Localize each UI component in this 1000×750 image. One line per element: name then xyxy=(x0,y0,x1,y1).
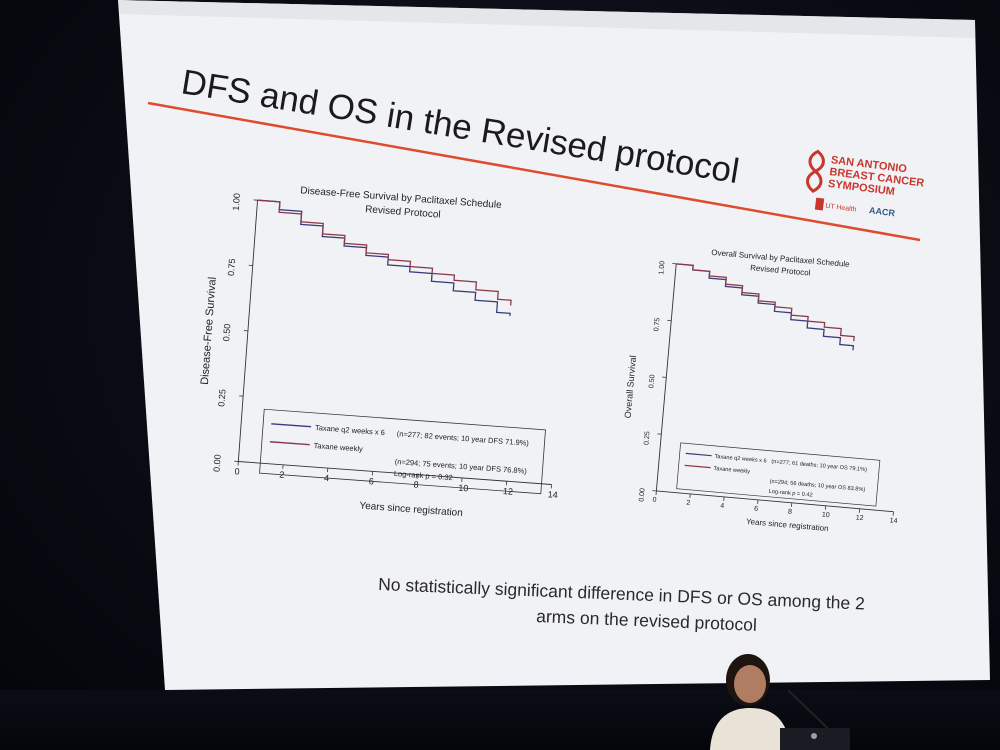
os-x-tick-label: 8 xyxy=(788,509,793,516)
os-y-tick-label: 0.75 xyxy=(653,317,661,331)
os-x-axis xyxy=(656,490,894,513)
dfs-x-tick-label: 14 xyxy=(547,489,558,500)
os-legend-entry-2: Taxane weekly xyxy=(713,466,750,475)
dfs-legend-entry-2: Taxane weekly xyxy=(313,441,363,454)
os-x-tick-label: 10 xyxy=(822,512,830,520)
sabcs-logo: SAN ANTONIO BREAST CANCER SYMPOSIUM UT H… xyxy=(806,149,925,218)
slide-surface xyxy=(118,0,990,690)
os-y-tick-label: 0.00 xyxy=(638,488,646,502)
dfs-series-2-line xyxy=(257,199,512,306)
podium-laptop xyxy=(780,690,850,750)
title-rule xyxy=(147,101,921,242)
dfs-y-tick-label: 1.00 xyxy=(231,193,242,211)
os-legend-entry-1: Taxane q2 weeks x 6 xyxy=(714,454,767,465)
speaker-silhouette xyxy=(710,654,790,750)
os-y-tick-label: 0.25 xyxy=(643,431,651,445)
logo-partner-aacr: AACR xyxy=(869,205,897,218)
os-legend-pvalue: Log-rank p = 0.42 xyxy=(768,489,812,499)
os-x-tick-label: 2 xyxy=(686,500,691,507)
os-x-tick-label: 14 xyxy=(889,517,897,525)
os-y-tick-label: 0.50 xyxy=(648,374,656,388)
dfs-x-tick-label: 0 xyxy=(234,466,240,476)
os-y-tick-label: 1.00 xyxy=(658,261,666,275)
os-x-tick-label: 6 xyxy=(754,506,759,513)
dfs-series-1-line xyxy=(257,199,511,316)
dfs-y-tick-label: 0.50 xyxy=(221,323,232,341)
os-x-tick-label: 4 xyxy=(720,503,725,510)
dfs-y-tick-label: 0.25 xyxy=(216,389,227,407)
os-x-tick-label: 12 xyxy=(855,514,863,522)
logo-partner-uthealth: UT Health xyxy=(825,203,857,214)
dfs-x-axis xyxy=(238,461,552,485)
dfs-legend-pvalue: Log-rank p = 0.32 xyxy=(394,469,454,482)
dfs-y-tick-label: 0.75 xyxy=(226,258,237,276)
dfs-y-tick-label: 0.00 xyxy=(212,454,223,472)
stage-floor xyxy=(0,690,1000,750)
os-x-tick-label: 0 xyxy=(652,497,657,504)
os-series-2-line xyxy=(676,263,855,342)
